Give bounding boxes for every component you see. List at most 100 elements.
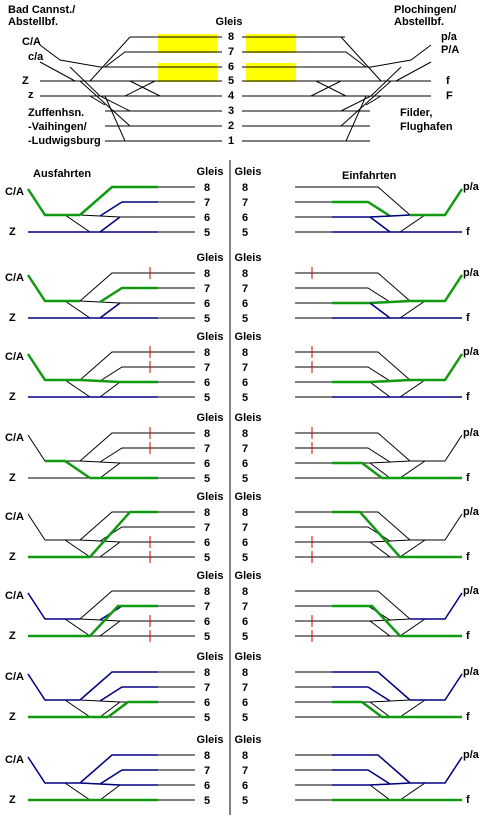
track xyxy=(45,300,158,319)
label: 4 xyxy=(228,90,235,102)
route xyxy=(99,605,158,621)
label: 6 xyxy=(204,458,210,470)
route xyxy=(410,673,463,701)
track xyxy=(341,95,367,142)
label: 8 xyxy=(242,507,248,519)
label: Gleis xyxy=(197,252,224,264)
track xyxy=(124,80,156,97)
track xyxy=(395,61,432,82)
track xyxy=(332,671,411,701)
label: 6 xyxy=(242,537,248,549)
track xyxy=(99,620,121,637)
label: p/a xyxy=(463,585,480,597)
label: 5 xyxy=(204,552,210,564)
track xyxy=(79,432,158,462)
label: 6 xyxy=(242,212,248,224)
label: C/A xyxy=(5,351,24,363)
label: Gleis xyxy=(197,412,224,424)
label: Flughafen xyxy=(400,121,453,133)
route xyxy=(332,700,462,719)
label: Filder, xyxy=(400,107,432,119)
label: 8 xyxy=(242,750,248,762)
label: 8 xyxy=(204,182,210,194)
track xyxy=(332,539,445,558)
track xyxy=(99,526,158,542)
route xyxy=(369,216,391,233)
route xyxy=(332,769,391,785)
track xyxy=(332,618,411,622)
label: 5 xyxy=(242,313,248,325)
label: 5 xyxy=(242,552,248,564)
track xyxy=(45,618,158,637)
label: 7 xyxy=(242,283,248,295)
track xyxy=(79,186,158,216)
track xyxy=(410,434,463,462)
label: p/a xyxy=(463,666,480,678)
label: f xyxy=(466,630,470,642)
label: C/A xyxy=(5,511,24,523)
route xyxy=(332,782,411,786)
track xyxy=(332,366,391,382)
label: 7 xyxy=(228,46,234,58)
label: Gleis xyxy=(197,491,224,503)
label: 7 xyxy=(204,362,210,374)
label: c/a xyxy=(28,51,44,63)
track xyxy=(104,51,130,68)
label: f xyxy=(466,711,470,723)
track xyxy=(332,526,391,542)
label: 6 xyxy=(204,697,210,709)
label: 6 xyxy=(204,298,210,310)
track xyxy=(79,539,158,543)
label: 5 xyxy=(242,392,248,404)
route xyxy=(332,754,411,784)
label: Z xyxy=(9,391,16,403)
label: 8 xyxy=(204,347,210,359)
label: p/a xyxy=(463,346,480,358)
track xyxy=(89,36,131,82)
label: 8 xyxy=(242,586,248,598)
track xyxy=(104,95,130,142)
track xyxy=(79,590,158,620)
label: p/a xyxy=(463,506,480,518)
label: Bad Cannst./ xyxy=(8,4,75,16)
label: 8 xyxy=(204,667,210,679)
route xyxy=(79,671,158,701)
label: Einfahrten xyxy=(342,170,397,182)
label: Plochingen/ xyxy=(394,4,456,16)
label: p/a xyxy=(463,749,480,761)
track xyxy=(99,605,158,621)
track xyxy=(332,186,411,216)
label: Gleis xyxy=(235,252,262,264)
track xyxy=(79,351,158,381)
route xyxy=(410,756,463,784)
label: Gleis xyxy=(216,16,243,28)
label: Gleis xyxy=(235,651,262,663)
route xyxy=(99,302,121,319)
label: Z xyxy=(9,551,16,563)
track xyxy=(332,447,391,463)
route xyxy=(332,378,411,384)
label: f xyxy=(466,391,470,403)
track xyxy=(79,671,158,701)
route xyxy=(332,200,391,218)
track xyxy=(27,434,80,462)
label: 5 xyxy=(242,473,248,485)
label: Gleis xyxy=(235,412,262,424)
track xyxy=(310,80,342,97)
label: 5 xyxy=(228,75,234,87)
label: 8 xyxy=(242,667,248,679)
label: z xyxy=(28,89,34,101)
label: 8 xyxy=(204,750,210,762)
track xyxy=(332,272,411,302)
track xyxy=(79,460,158,464)
label: 2 xyxy=(228,120,234,132)
label: C/A xyxy=(5,754,24,766)
track xyxy=(79,618,158,622)
label: p/a xyxy=(463,181,480,193)
track xyxy=(315,80,347,97)
label: 5 xyxy=(204,712,210,724)
route xyxy=(27,592,80,620)
label: Abstellbf. xyxy=(394,16,444,28)
route xyxy=(79,782,158,786)
